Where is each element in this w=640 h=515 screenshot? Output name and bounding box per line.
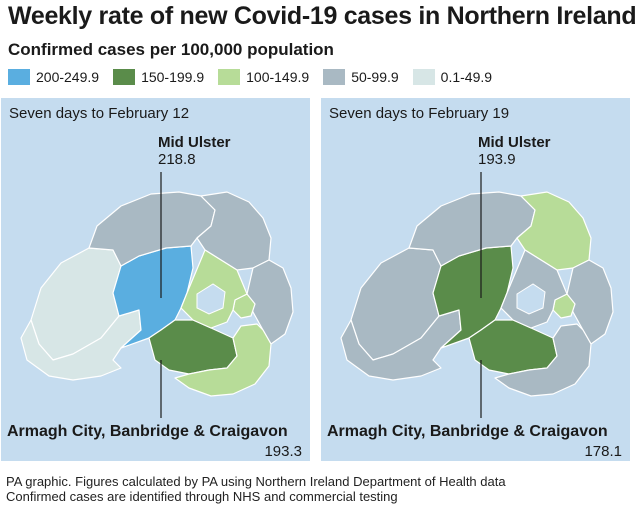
legend-label: 150-199.9: [141, 69, 205, 85]
panel-title: Seven days to February 19: [329, 105, 510, 122]
legend-label: 200-249.9: [36, 69, 100, 85]
map-panel-feb19: Seven days to February 19 Mid Ulster 193…: [321, 98, 630, 461]
lough-neagh: [196, 283, 226, 315]
region-northeast: [516, 191, 592, 271]
chart-title: Weekly rate of new Covid-19 cases in Nor…: [8, 2, 637, 30]
legend-item: 100-149.9: [218, 69, 309, 85]
legend: 200-249.9 150-199.9 100-149.9 50-99.9 0.…: [8, 69, 506, 85]
bottom-callout-name: Armagh City, Banbridge & Craigavon: [327, 423, 608, 440]
legend-item: 50-99.9: [323, 69, 399, 85]
footer-source: PA graphic. Figures calculated by PA usi…: [6, 474, 506, 489]
bottom-callout-name: Armagh City, Banbridge & Craigavon: [7, 423, 288, 440]
lough-neagh: [516, 283, 546, 315]
top-callout-value: 193.9: [478, 151, 516, 168]
legend-swatch: [113, 69, 136, 85]
top-callout-value: 218.8: [158, 151, 196, 168]
legend-label: 50-99.9: [351, 69, 399, 85]
top-callout-name: Mid Ulster: [478, 134, 551, 151]
region-southeast: [174, 323, 272, 397]
panel-title: Seven days to February 12: [9, 105, 190, 122]
legend-item: 150-199.9: [113, 69, 204, 85]
map-panel-feb12: Seven days to February 12 Mid Ulster 218…: [1, 98, 310, 461]
region-northeast: [196, 191, 272, 271]
choropleth-map: [340, 172, 614, 418]
region-southeast: [494, 323, 592, 397]
legend-swatch: [218, 69, 241, 85]
legend-swatch: [412, 69, 435, 85]
choropleth-map: [20, 172, 294, 418]
legend-label: 0.1-49.9: [440, 69, 493, 85]
legend-swatch: [323, 69, 346, 85]
top-callout-name: Mid Ulster: [158, 134, 231, 151]
footer-notes: PA graphic. Figures calculated by PA usi…: [6, 474, 506, 504]
bottom-callout-value: 178.1: [584, 443, 622, 460]
legend-label: 100-149.9: [246, 69, 310, 85]
footer-note: Confirmed cases are identified through N…: [6, 489, 398, 504]
bottom-callout-value: 193.3: [264, 443, 302, 460]
legend-item: 0.1-49.9: [412, 69, 493, 85]
legend-swatch: [8, 69, 30, 85]
legend-item: 200-249.9: [8, 69, 99, 85]
chart-subtitle: Confirmed cases per 100,000 population: [8, 40, 334, 59]
